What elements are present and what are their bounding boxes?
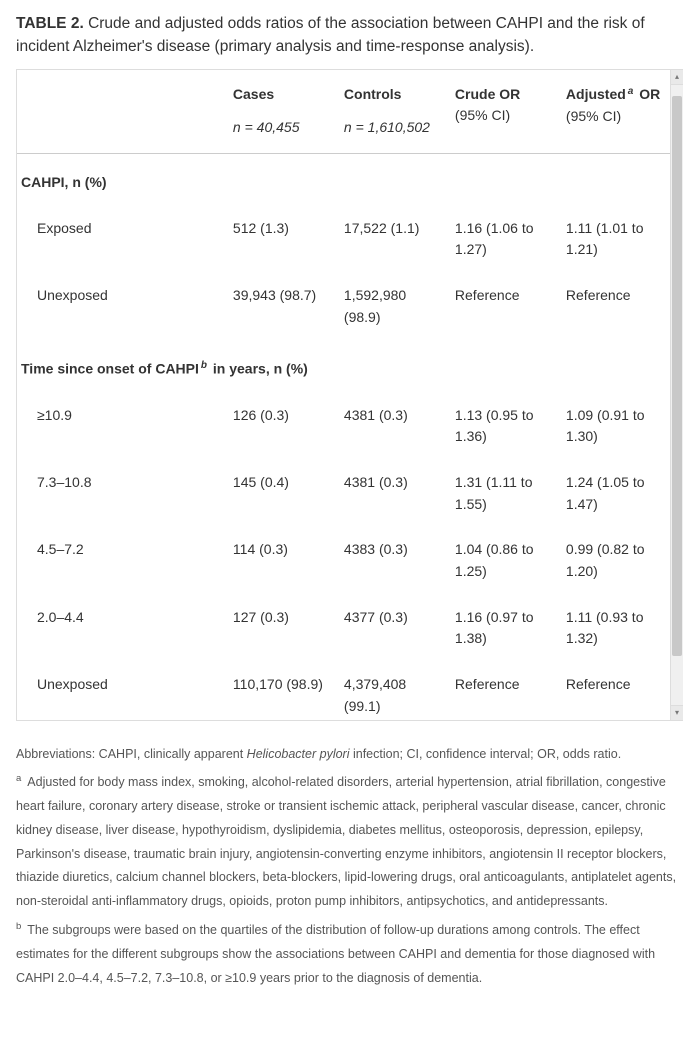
- row-cases: 126 (0.3): [229, 393, 340, 460]
- row-adjusted: Reference: [562, 273, 683, 340]
- section2-title-part1: Time since onset of CAHPI: [21, 361, 199, 377]
- row-label: Unexposed: [17, 662, 229, 720]
- scroll-up-icon[interactable]: ▴: [671, 70, 683, 85]
- scroll-thumb[interactable]: [672, 96, 682, 656]
- table-caption: Crude and adjusted odds ratios of the as…: [16, 15, 645, 55]
- header-adjusted-word1: Adjusted: [566, 86, 626, 102]
- header-adjusted-or: Adjusteda OR (95% CI): [562, 70, 683, 154]
- row-cases: 114 (0.3): [229, 527, 340, 594]
- header-cases-n-value: = 40,455: [241, 119, 300, 135]
- row-controls: 4383 (0.3): [340, 527, 451, 594]
- row-controls: 4381 (0.3): [340, 393, 451, 460]
- section1-title: CAHPI, n (%): [17, 153, 683, 205]
- header-blank: [17, 70, 229, 154]
- footnote-b-text: The subgroups were based on the quartile…: [16, 923, 655, 985]
- row-crude: 1.31 (1.11 to 1.55): [451, 460, 562, 527]
- header-cases: Cases n = 40,455: [229, 70, 340, 154]
- header-controls-n-label: n: [344, 119, 352, 135]
- row-controls: 4381 (0.3): [340, 460, 451, 527]
- header-adjusted-ci: (95% CI): [566, 108, 621, 124]
- row-crude: 1.04 (0.86 to 1.25): [451, 527, 562, 594]
- section2-title: Time since onset of CAHPIb in years, n (…: [17, 340, 683, 392]
- header-crude-label: Crude OR: [455, 86, 520, 102]
- header-cases-n-label: n: [233, 119, 241, 135]
- row-adjusted: 1.11 (0.93 to 1.32): [562, 595, 683, 662]
- row-controls: 1,592,980 (98.9): [340, 273, 451, 340]
- row-adjusted: 0.99 (0.82 to 1.20): [562, 527, 683, 594]
- footnote-abbrev: Abbreviations: CAHPI, clinically apparen…: [16, 743, 683, 767]
- scroll-track[interactable]: [671, 84, 683, 706]
- section2-title-part2: in years, n (%): [209, 361, 308, 377]
- row-label: ≥10.9: [17, 393, 229, 460]
- table-scroll-container: Cases n = 40,455 Controls n = 1,610,502 …: [16, 69, 683, 721]
- row-label: 4.5–7.2: [17, 527, 229, 594]
- row-cases: 145 (0.4): [229, 460, 340, 527]
- row-crude: Reference: [451, 662, 562, 720]
- header-crude-or: Crude OR (95% CI): [451, 70, 562, 154]
- row-crude: 1.16 (0.97 to 1.38): [451, 595, 562, 662]
- row-label: 7.3–10.8: [17, 460, 229, 527]
- row-cases: 39,943 (98.7): [229, 273, 340, 340]
- section1-title-row: CAHPI, n (%): [17, 153, 683, 205]
- row-crude: 1.16 (1.06 to 1.27): [451, 206, 562, 273]
- header-row: Cases n = 40,455 Controls n = 1,610,502 …: [17, 70, 683, 154]
- table-row: Exposed 512 (1.3) 17,522 (1.1) 1.16 (1.0…: [17, 206, 683, 273]
- row-crude: Reference: [451, 273, 562, 340]
- table-row: Unexposed 39,943 (98.7) 1,592,980 (98.9)…: [17, 273, 683, 340]
- scroll-down-icon[interactable]: ▾: [671, 705, 683, 720]
- header-cases-label: Cases: [233, 86, 274, 102]
- section2-sup: b: [199, 360, 209, 371]
- table-row: ≥10.9 126 (0.3) 4381 (0.3) 1.13 (0.95 to…: [17, 393, 683, 460]
- table-row: Unexposed 110,170 (98.9) 4,379,408 (99.1…: [17, 662, 683, 720]
- vertical-scrollbar[interactable]: ▴ ▾: [670, 70, 683, 720]
- row-adjusted: 1.11 (1.01 to 1.21): [562, 206, 683, 273]
- table-title-block: TABLE 2. Crude and adjusted odds ratios …: [16, 12, 683, 59]
- footnote-a-text: Adjusted for body mass index, smoking, a…: [16, 775, 676, 908]
- footnote-abbrev-italic: Helicobacter pylori: [247, 747, 350, 761]
- header-crude-ci: (95% CI): [455, 107, 510, 123]
- footnote-abbrev-pre: Abbreviations: CAHPI, clinically apparen…: [16, 747, 247, 761]
- header-controls: Controls n = 1,610,502: [340, 70, 451, 154]
- footnote-b: bThe subgroups were based on the quartil…: [16, 918, 683, 990]
- footnotes: Abbreviations: CAHPI, clinically apparen…: [16, 743, 683, 991]
- footnote-abbrev-post: infection; CI, confidence interval; OR, …: [350, 747, 622, 761]
- row-adjusted: Reference: [562, 662, 683, 720]
- row-cases: 110,170 (98.9): [229, 662, 340, 720]
- table-label: TABLE 2.: [16, 15, 84, 32]
- row-crude: 1.13 (0.95 to 1.36): [451, 393, 562, 460]
- table-row: 7.3–10.8 145 (0.4) 4381 (0.3) 1.31 (1.11…: [17, 460, 683, 527]
- row-controls: 17,522 (1.1): [340, 206, 451, 273]
- table-row: 4.5–7.2 114 (0.3) 4383 (0.3) 1.04 (0.86 …: [17, 527, 683, 594]
- row-controls: 4,379,408 (99.1): [340, 662, 451, 720]
- row-label: Unexposed: [17, 273, 229, 340]
- row-cases: 127 (0.3): [229, 595, 340, 662]
- row-adjusted: 1.09 (0.91 to 1.30): [562, 393, 683, 460]
- footnote-b-sup: b: [16, 921, 27, 932]
- row-adjusted: 1.24 (1.05 to 1.47): [562, 460, 683, 527]
- header-controls-label: Controls: [344, 86, 402, 102]
- section2-title-row: Time since onset of CAHPIb in years, n (…: [17, 340, 683, 392]
- footnote-a: aAdjusted for body mass index, smoking, …: [16, 770, 683, 914]
- row-cases: 512 (1.3): [229, 206, 340, 273]
- row-label: 2.0–4.4: [17, 595, 229, 662]
- odds-ratio-table: Cases n = 40,455 Controls n = 1,610,502 …: [17, 70, 683, 721]
- row-label: Exposed: [17, 206, 229, 273]
- footnote-a-sup: a: [16, 773, 27, 784]
- header-controls-n-value: = 1,610,502: [352, 119, 430, 135]
- table-row: 2.0–4.4 127 (0.3) 4377 (0.3) 1.16 (0.97 …: [17, 595, 683, 662]
- header-adjusted-sup: a: [626, 86, 636, 97]
- header-adjusted-word2: OR: [635, 86, 660, 102]
- row-controls: 4377 (0.3): [340, 595, 451, 662]
